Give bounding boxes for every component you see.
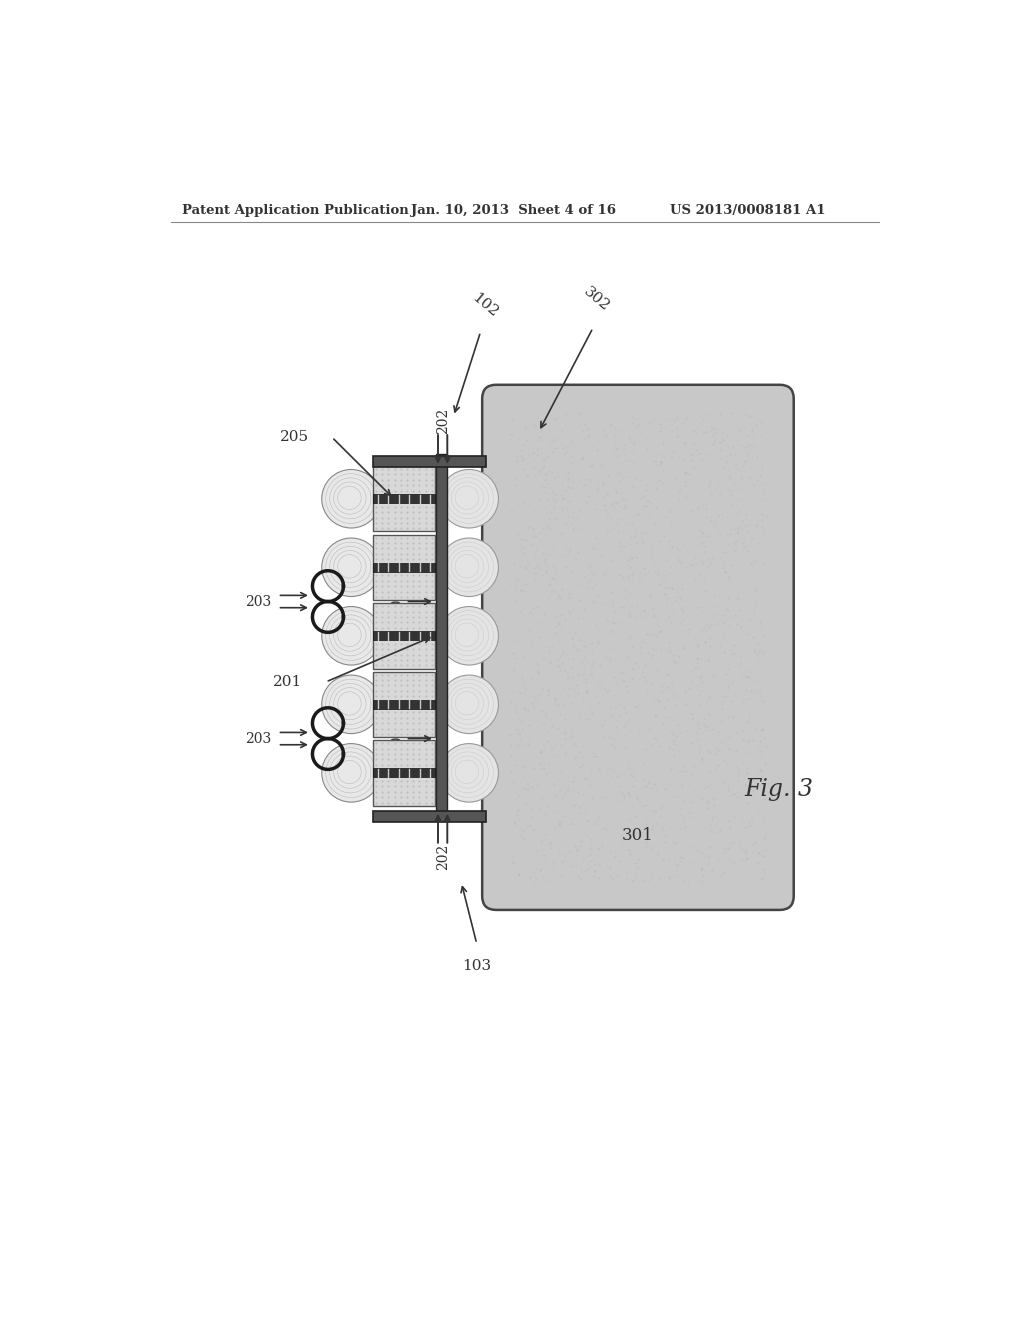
Text: 301: 301: [622, 828, 654, 845]
Bar: [373, 494, 435, 503]
Bar: [373, 672, 435, 737]
Bar: [373, 562, 435, 572]
Circle shape: [439, 743, 499, 803]
Text: 203: 203: [245, 731, 271, 746]
Circle shape: [322, 607, 381, 665]
Text: US 2013/0008181 A1: US 2013/0008181 A1: [671, 205, 826, 218]
Text: 204: 204: [390, 727, 403, 754]
Text: 204: 204: [390, 590, 403, 616]
Circle shape: [322, 539, 381, 597]
Circle shape: [322, 470, 381, 528]
Text: 203: 203: [245, 594, 271, 609]
Circle shape: [439, 675, 499, 734]
Bar: [373, 741, 435, 805]
Circle shape: [322, 675, 381, 734]
Bar: [373, 603, 435, 668]
Bar: [373, 768, 435, 777]
Circle shape: [322, 743, 381, 803]
Bar: [373, 455, 486, 467]
Circle shape: [439, 470, 499, 528]
Bar: [373, 631, 435, 640]
Text: 103: 103: [462, 960, 492, 973]
Text: Patent Application Publication: Patent Application Publication: [182, 205, 409, 218]
Bar: [373, 700, 435, 709]
Text: 201: 201: [273, 675, 302, 689]
Text: 205: 205: [280, 430, 308, 444]
Circle shape: [439, 539, 499, 597]
Text: 202: 202: [435, 408, 450, 434]
Bar: [373, 535, 435, 601]
Circle shape: [439, 607, 499, 665]
FancyBboxPatch shape: [482, 385, 794, 909]
Bar: [373, 810, 486, 822]
Text: 302: 302: [582, 285, 612, 314]
Text: Jan. 10, 2013  Sheet 4 of 16: Jan. 10, 2013 Sheet 4 of 16: [411, 205, 615, 218]
Bar: [373, 466, 435, 532]
Text: 202: 202: [435, 843, 450, 870]
Bar: [436, 454, 447, 817]
Text: Fig. 3: Fig. 3: [744, 779, 813, 801]
Text: 102: 102: [469, 290, 500, 321]
